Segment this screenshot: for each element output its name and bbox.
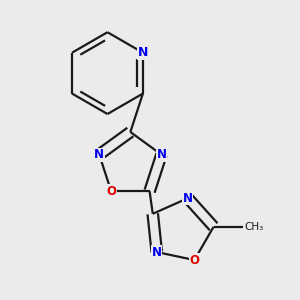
Text: N: N — [157, 148, 166, 161]
Text: N: N — [183, 192, 193, 205]
Text: O: O — [189, 254, 200, 266]
Text: O: O — [106, 185, 116, 198]
Text: N: N — [152, 245, 162, 259]
Text: CH₃: CH₃ — [245, 222, 264, 232]
Text: N: N — [138, 46, 148, 59]
Text: N: N — [94, 148, 104, 161]
